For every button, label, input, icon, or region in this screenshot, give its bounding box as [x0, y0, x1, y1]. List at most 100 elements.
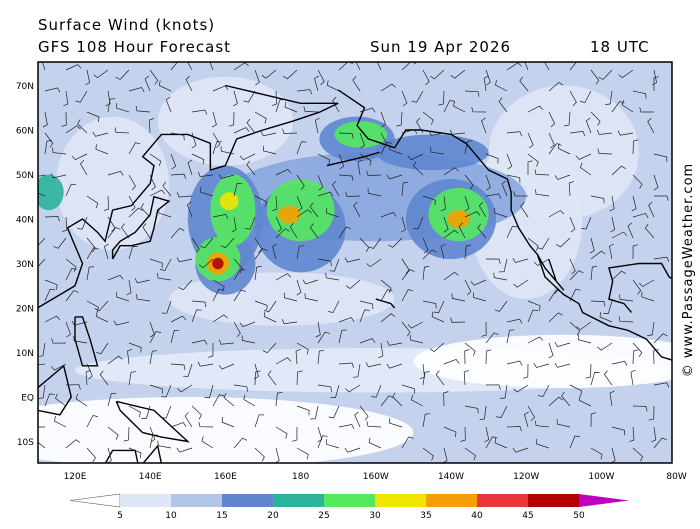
wind-barb — [597, 342, 613, 351]
wind-barb — [483, 75, 489, 92]
wind-barb — [357, 159, 363, 176]
wind-barb — [554, 174, 571, 180]
wind-barb — [141, 405, 151, 419]
wind-barb — [328, 300, 340, 313]
wind-barb — [412, 216, 424, 230]
wind-barb — [527, 309, 539, 323]
wind-barb — [653, 333, 668, 344]
wind-barb — [54, 416, 67, 428]
wind-barb — [86, 447, 96, 463]
wind-barb — [460, 426, 466, 442]
wind-barb — [42, 62, 46, 71]
wind-barb — [44, 87, 61, 93]
wind-barb — [310, 405, 319, 420]
colorbar-tick: 50 — [573, 511, 585, 521]
date: Sun 19 Apr 2026 — [370, 38, 511, 56]
coastline — [74, 316, 99, 367]
wind-barb — [284, 102, 298, 113]
wind-barb — [389, 418, 403, 428]
wind-barb — [149, 331, 162, 344]
wind-barb — [262, 342, 277, 354]
wind-barb — [289, 222, 298, 239]
wind-barb — [275, 357, 292, 365]
wind-barb — [123, 426, 130, 442]
wind-barb — [647, 117, 655, 134]
wind-barb — [422, 195, 436, 206]
colorbar-tick: 10 — [165, 511, 177, 521]
wind-barb — [200, 187, 214, 197]
wind-barb — [149, 118, 155, 134]
wind-barb — [470, 279, 487, 286]
wind-barb — [176, 447, 193, 453]
wind-barb — [524, 62, 529, 71]
wind-barb — [86, 195, 99, 209]
wind-barb — [450, 317, 466, 323]
colorbar-tick: 20 — [267, 511, 279, 521]
wind-barb — [79, 159, 88, 176]
lat-label: 40N — [16, 216, 34, 226]
lat-label: EQ — [21, 394, 34, 404]
wind-barb — [548, 81, 564, 92]
wind-barb — [170, 329, 180, 344]
wind-barb — [401, 289, 414, 302]
wind-shade — [266, 178, 335, 242]
wind-barb — [105, 90, 111, 107]
wind-barb — [263, 311, 277, 323]
wind-barb — [75, 393, 88, 407]
colorbar-box — [222, 494, 273, 507]
wind-barb — [246, 160, 256, 176]
wind-barb — [585, 117, 592, 134]
wind-barb — [506, 426, 522, 432]
wind-barb — [209, 62, 214, 71]
wind-barb — [632, 279, 642, 295]
wind-barb — [170, 315, 187, 323]
wind-barb — [317, 174, 324, 191]
wind-barb — [512, 258, 529, 263]
coastline — [375, 298, 396, 309]
subtitle: GFS 108 Hour Forecast — [38, 38, 231, 56]
wind-barb — [605, 90, 613, 105]
wind-barb — [73, 335, 88, 344]
wind-barb — [371, 384, 382, 398]
wind-barb — [556, 419, 571, 428]
wind-barb — [443, 167, 459, 176]
wind-barb — [296, 447, 309, 460]
wind-barb — [596, 129, 613, 135]
wind-barb — [161, 405, 172, 419]
wind-barb — [149, 69, 159, 85]
wind-barb — [197, 361, 214, 367]
wind-barb — [63, 90, 69, 107]
colorbar-box — [171, 494, 222, 507]
wind-barb — [86, 300, 99, 313]
lat-label: 30N — [16, 260, 34, 270]
wind-barb — [326, 208, 340, 218]
wind-barb — [609, 390, 615, 407]
wind-barb — [581, 216, 592, 230]
wind-barb — [380, 279, 392, 293]
wind-barb — [464, 349, 470, 365]
wind-barb — [485, 193, 502, 199]
wind-barb — [296, 141, 307, 155]
wind-barb — [485, 69, 491, 86]
wind-barb — [458, 222, 466, 239]
lon-label: 160E — [214, 472, 237, 482]
wind-barb — [590, 412, 597, 428]
wind-barb — [344, 257, 361, 263]
wind-barb — [537, 237, 550, 250]
wind-barb — [352, 363, 361, 378]
wind-barb — [275, 391, 283, 407]
wind-barb — [589, 237, 595, 254]
wind-barb — [647, 321, 655, 336]
wind-shade — [56, 116, 169, 251]
coastline — [104, 444, 163, 463]
wind-barb — [128, 142, 141, 155]
wind-barb — [611, 360, 628, 366]
colorbar-box — [375, 494, 426, 507]
wind-barb — [254, 300, 268, 311]
wind-shade — [38, 174, 64, 211]
wind-barb — [422, 237, 429, 254]
wind-barb — [630, 369, 636, 386]
wind-barb — [107, 426, 119, 440]
wind-barb — [233, 437, 248, 449]
